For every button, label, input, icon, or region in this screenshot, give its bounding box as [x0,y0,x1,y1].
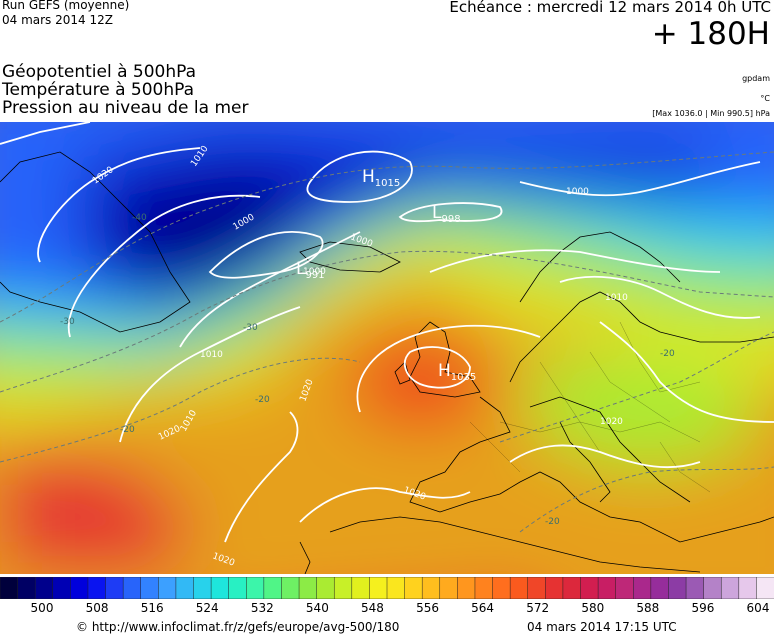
color-scale-swatch [0,577,19,599]
high-center-label: H1035 [438,361,476,383]
color-scale-swatch [580,577,599,599]
color-scale-swatch [527,577,547,599]
color-scale-swatch [404,577,424,599]
color-scale-swatch [386,577,406,599]
color-scale-label: 548 [361,601,384,615]
color-scale-swatch [509,577,529,599]
isotherm-label: -30 [243,323,258,333]
unit-geopotential: gpdam [742,74,770,83]
color-scale-labels: 500 508 516 524 532 540 548 556 564 572 580 588 596 6… [0,601,774,617]
color-scale-swatch [17,577,37,599]
isotherm-labels: -40 -30 -30 -20 -20 -20 -20 [60,213,675,527]
color-scale-swatch [668,577,687,599]
color-scale-swatch [105,577,124,599]
color-scale-label: 572 [526,601,550,615]
color-scale-swatch [175,577,195,599]
color-scale-swatch [87,577,107,599]
isotherms [0,151,774,533]
layer-title-temperature: Température à 500hPa [2,80,195,100]
layer-title-pressure: Pression au niveau de la mer [2,98,249,118]
color-scale-swatch [351,577,371,599]
color-scale-label: 580 [581,601,605,615]
color-scale-swatch [703,577,723,599]
isotherm-label: -20 [660,349,675,359]
isobars [0,122,774,543]
color-scale [0,577,774,599]
color-scale-label: 596 [691,601,715,615]
color-scale-swatch [122,577,142,599]
color-scale-swatch [457,577,476,599]
color-scale-swatch [210,577,230,599]
color-scale-swatch [439,577,459,599]
coastlines [0,151,774,574]
isobar-label: 1000 [566,187,589,197]
color-scale-swatch [34,577,54,599]
color-scale-label: 532 [250,601,274,615]
color-scale-swatch [281,577,300,599]
isotherm-label: -20 [120,425,135,435]
high-center-label: H1015 [362,167,400,189]
pressure-range: [Max 1036.0 | Min 990.5] hPa [652,109,770,118]
isobar-label: 1010 [200,350,223,360]
color-scale-swatch [597,577,617,599]
color-scale-swatch [492,577,511,599]
borders [469,321,711,493]
isotherm-label: -20 [255,395,270,405]
footer-url: © http://www.infoclimat.fr/z/gefs/europe… [76,620,400,634]
color-scale-swatch [615,577,635,599]
color-scale-label: 500 [30,601,54,615]
geopotential-field: H1015 L998 L991 H1035 1020 1010 1000 1010 10… [0,122,774,574]
isotherm-label: -20 [545,517,560,527]
color-scale-swatch [246,577,265,599]
color-scale-swatch [545,577,564,599]
color-scale-swatch [650,577,670,599]
color-scale-swatch [70,577,89,599]
color-scale-swatch [263,577,283,599]
color-scale-swatch [316,577,336,599]
isotherm-label: -40 [132,213,147,223]
color-scale-swatch [333,577,353,599]
color-scale-swatch [474,577,494,599]
isobar-label: 1020 [600,417,623,427]
layer-title-geopotential: Géopotentiel à 500hPa [2,62,197,82]
isobar-label: 1000 [303,267,326,277]
color-scale-swatch [193,577,212,599]
color-scale-label: 556 [416,601,439,615]
low-center-label: L991 [296,259,325,281]
color-scale-label: 588 [636,601,660,615]
color-scale-swatch [298,577,318,599]
color-scale-swatch [421,577,441,599]
color-scale-swatch [633,577,652,599]
color-scale-swatch [562,577,582,599]
color-scale-swatch [228,577,248,599]
color-scale-swatch [52,577,72,599]
color-scale-swatch [756,577,774,599]
footer-generated-time: 04 mars 2014 17:15 UTC [527,620,677,634]
pressure-centers: H1015 L998 L991 H1035 [296,167,476,383]
color-scale-swatch [738,577,758,599]
color-scale-swatch [158,577,177,599]
color-scale-label: 604 [746,601,770,615]
color-scale-label: 516 [140,601,164,615]
forecast-hour: + 180H [651,16,770,52]
color-scale-swatch [685,577,705,599]
color-scale-label: 564 [471,601,495,615]
forecast-map: H1015 L998 L991 H1035 1020 1010 1000 1010 10… [0,122,774,574]
forecast-valid-time: Echéance : mercredi 12 mars 2014 0h UTC [449,0,771,16]
color-scale-label: 524 [195,601,219,615]
color-scale-label: 540 [305,601,329,615]
color-scale-swatch [140,577,160,599]
isobar-label: 1010 [605,293,628,303]
isotherm-label: -30 [60,317,75,327]
run-title: Run GEFS (moyenne) [2,0,130,12]
color-scale-swatch [720,577,740,599]
color-scale-swatch [369,577,388,599]
unit-temperature: °C [760,94,770,103]
color-scale-label: 508 [85,601,109,615]
run-date: 04 mars 2014 12Z [2,13,113,27]
low-center-label: L998 [432,203,461,225]
